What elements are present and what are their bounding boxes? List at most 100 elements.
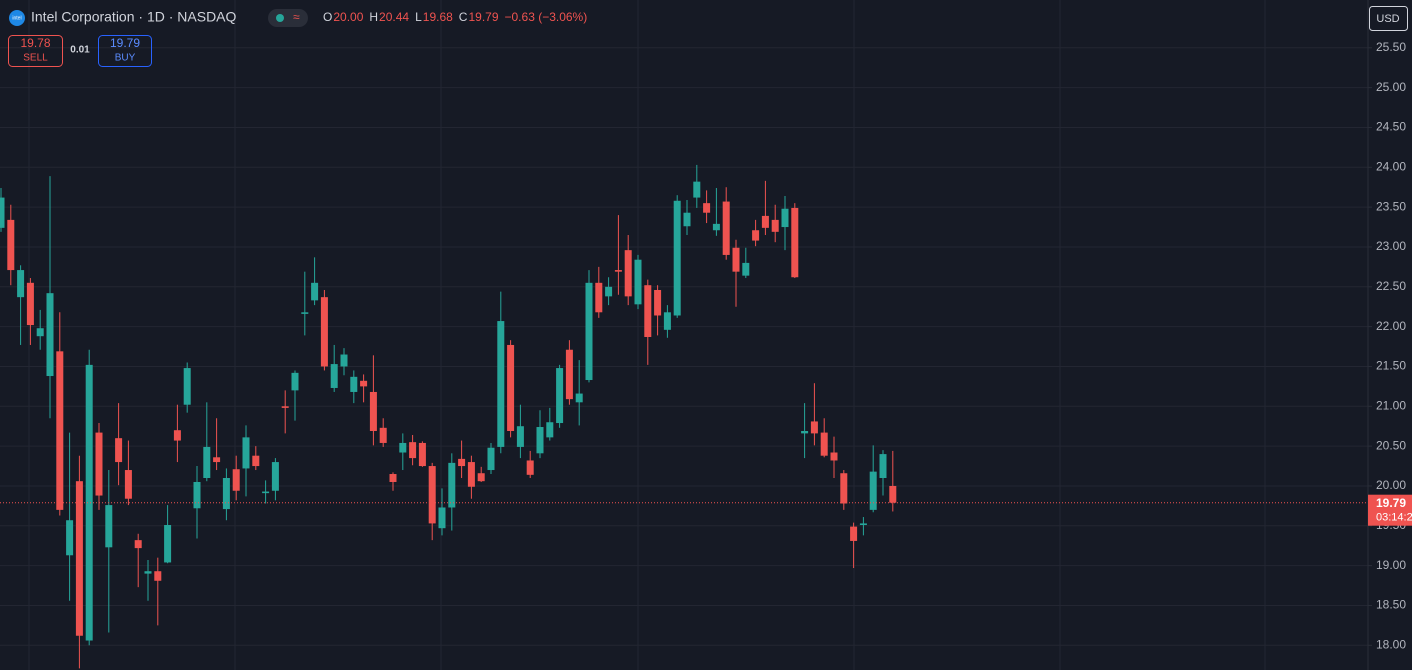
- candle-body: [850, 526, 858, 541]
- buy-price: 19.79: [110, 36, 140, 50]
- sell-label: SELL: [23, 53, 48, 64]
- candle-body: [311, 282, 319, 301]
- candle-body: [379, 427, 387, 443]
- y-tick-label: 23.00: [1376, 239, 1406, 253]
- y-tick-label: 18.50: [1376, 598, 1406, 612]
- candle-body: [389, 474, 397, 482]
- candle-body: [350, 376, 358, 392]
- candle-body: [752, 230, 760, 241]
- logo: [9, 10, 25, 26]
- candles: [0, 164, 897, 669]
- candle-body: [320, 297, 328, 367]
- candle-body: [134, 540, 142, 549]
- symbol-title: Intel Corporation · 1D · NASDAQ: [31, 9, 237, 25]
- ohlc-value: 20.44: [379, 10, 409, 24]
- currency-box[interactable]: [1369, 6, 1408, 31]
- price-tag-countdown: 03:14:2: [1376, 512, 1412, 524]
- spread: 0.01: [70, 45, 90, 56]
- candle-body: [791, 207, 799, 278]
- candle-body: [487, 447, 495, 471]
- candle-body: [330, 364, 338, 388]
- candle-body: [115, 438, 123, 463]
- candle-body: [213, 457, 221, 463]
- price-tag: [1368, 494, 1412, 526]
- ohlc-key: H: [369, 10, 378, 24]
- candle-body: [585, 282, 593, 381]
- candle-body: [526, 460, 534, 475]
- candle-body: [703, 203, 711, 213]
- header: intel Intel Corporation · 1D · NASDAQ ≈ …: [8, 9, 587, 67]
- candle-body: [438, 507, 446, 529]
- candle-body: [663, 312, 671, 330]
- candle-body: [252, 455, 260, 467]
- candle-body: [869, 471, 877, 510]
- candle-body: [17, 270, 25, 298]
- candle-body: [565, 349, 573, 400]
- candle-body: [556, 368, 564, 424]
- buy-button[interactable]: [98, 35, 152, 67]
- candle-body: [242, 437, 250, 469]
- status-icon: ≈: [293, 10, 300, 24]
- status-pill[interactable]: [268, 9, 308, 27]
- candle-body: [810, 421, 818, 434]
- candle-body: [644, 285, 652, 337]
- candle-body: [516, 426, 524, 447]
- candle-body: [154, 571, 162, 581]
- candle-body: [820, 432, 828, 456]
- candle-body: [595, 282, 603, 313]
- candle-body: [732, 247, 740, 272]
- candle-body: [173, 430, 181, 441]
- candle-body: [673, 200, 681, 316]
- candle-body: [369, 391, 377, 431]
- candle-body: [26, 282, 34, 326]
- y-tick-label: 20.00: [1376, 478, 1406, 492]
- candle-body: [536, 427, 544, 454]
- y-tick-label: 19.00: [1376, 558, 1406, 572]
- candle-body: [683, 212, 691, 227]
- y-tick-label: 22.00: [1376, 319, 1406, 333]
- vertical-grid: [28, 0, 1266, 670]
- candle-body: [399, 442, 407, 453]
- buy-label: BUY: [115, 53, 136, 64]
- candle-body: [124, 470, 132, 499]
- sell-price: 19.78: [20, 36, 50, 50]
- candle-body: [575, 393, 583, 403]
- y-tick-label: 20.50: [1376, 438, 1406, 452]
- y-axis: 18.0018.5019.0019.5020.0020.5021.0021.50…: [1367, 0, 1412, 670]
- candle-body: [722, 201, 730, 255]
- ohlc-value: 19.68: [423, 10, 453, 24]
- candle-body: [477, 473, 485, 482]
- candle-body: [781, 208, 789, 228]
- candle-body: [46, 293, 54, 377]
- candle-body: [281, 406, 289, 408]
- candle-body: [712, 223, 720, 231]
- ohlc-value: 19.79: [468, 10, 498, 24]
- ohlc-legend: O 20.00 H 20.44 L 19.68 C 19.79 −0.63 (−3.06%): [323, 10, 587, 24]
- candle-body: [801, 430, 809, 434]
- status-dot: [276, 14, 284, 22]
- candle-body: [271, 462, 279, 491]
- candle-body: [85, 364, 93, 641]
- candle-body: [262, 491, 270, 494]
- candle-body: [428, 466, 436, 524]
- candle-body: [771, 219, 779, 232]
- candle-body: [840, 473, 848, 504]
- candle-body: [879, 454, 887, 479]
- candle-body: [232, 469, 240, 491]
- candle-body: [693, 181, 701, 198]
- candle-body: [497, 321, 505, 447]
- sell-button[interactable]: [8, 35, 63, 67]
- candle-body: [507, 344, 515, 431]
- candle-body: [624, 250, 632, 297]
- y-tick-label: 24.00: [1376, 159, 1406, 173]
- candle-body: [56, 351, 64, 510]
- ohlc-key: C: [459, 10, 468, 24]
- candle-body: [203, 446, 211, 479]
- ohlc-key: L: [415, 10, 422, 24]
- candle-body: [605, 286, 613, 297]
- candle-body: [409, 442, 417, 459]
- candle-body: [36, 328, 44, 337]
- y-tick-label: 21.50: [1376, 359, 1406, 373]
- candle-body: [418, 442, 426, 467]
